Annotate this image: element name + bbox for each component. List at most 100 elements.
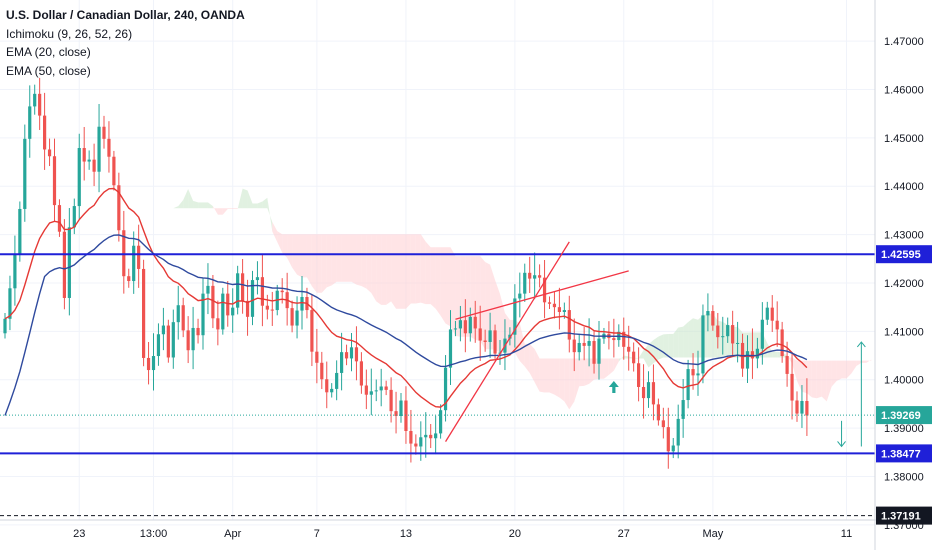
cloud-segment bbox=[445, 247, 451, 327]
candle-body bbox=[770, 307, 774, 321]
candle-body bbox=[47, 149, 52, 157]
cloud-segment bbox=[203, 202, 208, 209]
cloud-segment bbox=[826, 360, 832, 402]
cloud-segment bbox=[678, 326, 684, 358]
drawings bbox=[444, 241, 866, 448]
cloud-segment bbox=[683, 322, 689, 358]
candle-body bbox=[523, 272, 527, 294]
trendline bbox=[455, 270, 629, 320]
candle-body bbox=[716, 325, 720, 338]
price-badge-label: 1.37191 bbox=[881, 511, 921, 523]
candle-body bbox=[637, 363, 641, 387]
candle-body bbox=[132, 245, 136, 282]
y-tick-label: 1.43000 bbox=[884, 230, 924, 242]
cloud-segment bbox=[861, 360, 867, 363]
candle-body bbox=[597, 338, 601, 364]
cloud-segment bbox=[851, 360, 857, 374]
indicator-ema50[interactable]: EMA (50, close) bbox=[6, 63, 91, 78]
candle-body bbox=[790, 373, 794, 401]
cloud-segment bbox=[311, 234, 317, 293]
candle-body bbox=[295, 310, 299, 326]
cloud-segment bbox=[341, 234, 347, 282]
candle-body bbox=[221, 293, 225, 330]
x-tick-label: May bbox=[702, 528, 723, 540]
cloud-segment bbox=[153, 211, 159, 232]
cloud-segment bbox=[564, 358, 570, 410]
candle-body bbox=[8, 288, 12, 319]
cloud-segment bbox=[490, 264, 496, 350]
candle-body bbox=[62, 231, 66, 298]
candle-body bbox=[87, 159, 91, 162]
candle-body bbox=[632, 351, 636, 364]
candle-body bbox=[335, 372, 339, 389]
candle-body bbox=[557, 307, 561, 312]
candle-body bbox=[117, 185, 121, 231]
cloud-segment bbox=[321, 234, 327, 293]
cloud-segment bbox=[366, 234, 372, 293]
cloud-segment bbox=[306, 234, 312, 287]
cloud-segment bbox=[415, 234, 421, 304]
cloud-segment bbox=[534, 349, 540, 392]
candle-body bbox=[38, 93, 42, 116]
cloud-segment bbox=[232, 208, 238, 209]
candle-body bbox=[547, 302, 552, 304]
cloud-segment bbox=[801, 360, 807, 394]
cloud-segment bbox=[797, 360, 802, 392]
price-badge bbox=[876, 506, 932, 525]
candle-body bbox=[166, 325, 170, 358]
cloud-segment bbox=[297, 234, 302, 278]
cloud-segment bbox=[386, 234, 392, 305]
cloud-segment bbox=[811, 360, 817, 399]
cloud-segment bbox=[212, 206, 218, 215]
cloud-segment bbox=[485, 262, 491, 350]
price-badge bbox=[876, 245, 932, 264]
candle-body bbox=[330, 388, 334, 393]
cloud-segment bbox=[529, 343, 535, 383]
candle-body bbox=[394, 411, 398, 416]
cloud-segment bbox=[237, 188, 243, 209]
candle-body bbox=[686, 369, 690, 401]
cloud-segment bbox=[613, 358, 619, 371]
candle-body bbox=[97, 126, 101, 172]
range-arrow-head bbox=[856, 341, 866, 348]
y-tick-label: 1.45000 bbox=[884, 133, 924, 145]
cloud-segment bbox=[252, 203, 258, 209]
candle-body bbox=[750, 351, 755, 359]
indicator-ema20[interactable]: EMA (20, close) bbox=[6, 45, 91, 59]
cloud-segment bbox=[430, 247, 436, 309]
candle-body bbox=[399, 400, 403, 416]
candle-body bbox=[706, 311, 710, 316]
cloud-segment bbox=[440, 247, 446, 324]
candle-body bbox=[186, 330, 190, 351]
candle-body bbox=[127, 276, 131, 282]
price-badge-label: 1.38477 bbox=[881, 448, 921, 460]
candle-body bbox=[374, 390, 378, 392]
candle-body bbox=[206, 285, 210, 294]
candle-body bbox=[676, 418, 680, 446]
symbol-title: U.S. Dollar / Canadian Dollar, 240, OAND… bbox=[6, 8, 245, 22]
candle-body bbox=[137, 245, 141, 269]
candle-body bbox=[612, 338, 616, 341]
cloud-segment bbox=[480, 256, 486, 350]
candle-body bbox=[245, 300, 250, 317]
candle-body bbox=[211, 285, 215, 319]
cloud-segment bbox=[193, 200, 199, 209]
candle-body bbox=[681, 400, 685, 419]
x-tick-label: 7 bbox=[314, 528, 320, 540]
indicator-ichimoku[interactable]: Ichimoku (9, 26, 52, 26) bbox=[6, 26, 133, 41]
cloud-segment bbox=[262, 197, 268, 209]
candle-body bbox=[107, 138, 111, 157]
candle-body bbox=[354, 347, 359, 362]
candle-body bbox=[577, 342, 581, 353]
candle-body bbox=[196, 327, 200, 336]
cloud-segment bbox=[693, 318, 698, 358]
candle-body bbox=[443, 367, 448, 411]
cloud-segment bbox=[806, 360, 812, 398]
candle-body bbox=[641, 386, 646, 399]
candle-body bbox=[191, 327, 195, 351]
candle-body bbox=[23, 138, 27, 209]
cloud-segment bbox=[356, 234, 362, 286]
candle-body bbox=[622, 331, 626, 347]
